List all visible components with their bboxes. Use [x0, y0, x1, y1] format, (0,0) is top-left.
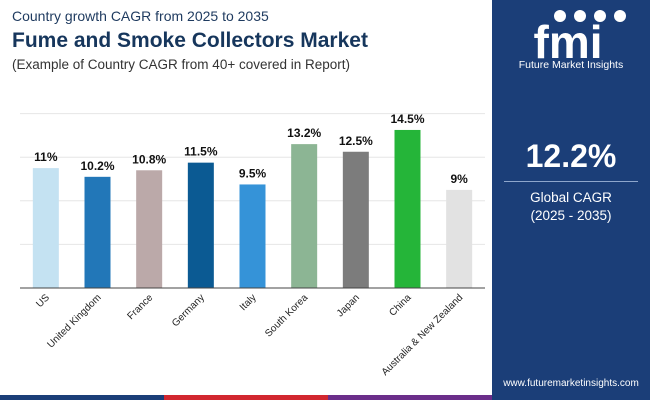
data-label: 12.5% — [339, 134, 373, 148]
fmi-logo: fmi — [534, 10, 626, 62]
bar-france — [136, 170, 163, 288]
logo-dot-icon — [594, 10, 606, 22]
bottom-bar-segment — [328, 395, 492, 400]
global-cagr-value: 12.2% — [525, 138, 617, 174]
data-label: 13.2% — [287, 126, 321, 140]
bar-us — [32, 168, 59, 288]
bar-united-kingdom — [84, 176, 111, 288]
logo-dot-icon — [574, 10, 586, 22]
x-tick-label: United Kingdom — [46, 292, 104, 350]
chart-note: (Example of Country CAGR from 40+ covere… — [12, 57, 351, 72]
bar-germany — [187, 162, 214, 288]
chart-subtitle: Country growth CAGR from 2025 to 2035 — [12, 8, 269, 24]
x-tick-label: China — [387, 292, 414, 319]
x-tick-label: South Korea — [263, 292, 310, 339]
brand-name: Future Market Insights — [518, 59, 624, 71]
global-cagr-label: Global CAGR — [530, 190, 612, 205]
bar-australia-new-zealand — [446, 189, 473, 288]
bottom-color-bar — [0, 395, 492, 400]
bar-italy — [239, 184, 266, 288]
bottom-bar-segment — [0, 395, 164, 400]
bar-south-korea — [291, 144, 318, 288]
data-label: 9.5% — [239, 166, 267, 180]
x-tick-label: France — [126, 292, 156, 322]
chart-title: Fume and Smoke Collectors Market — [12, 29, 368, 52]
x-tick-label: Germany — [170, 292, 207, 329]
bar-china — [394, 129, 421, 288]
bar-japan — [342, 151, 369, 288]
data-label: 11% — [34, 150, 58, 164]
data-label: 11.5% — [184, 145, 218, 159]
data-label: 10.8% — [132, 152, 166, 166]
x-tick-label: Italy — [238, 292, 259, 313]
data-label: 10.2% — [80, 159, 114, 173]
logo-text: fmi — [534, 16, 603, 62]
cagr-period: (2025 - 2035) — [530, 208, 612, 223]
bottom-bar-segment — [164, 395, 328, 400]
cagr-divider — [504, 181, 638, 182]
bar-chart: 11% US 10.2% United Kingdom 10.8% France 11.5%… — [20, 112, 485, 378]
website-link[interactable]: www.futuremarketinsights.com — [503, 378, 639, 389]
x-tick-label: US — [34, 292, 52, 310]
data-label: 14.5% — [390, 112, 424, 126]
x-tick-label: Japan — [335, 292, 362, 319]
logo-dot-icon — [614, 10, 626, 22]
side-panel: fmi Future Market Insights 12.2% Global … — [492, 0, 650, 400]
chart-area: 11% US 10.2% United Kingdom 10.8% France 11.5%… — [0, 100, 492, 400]
chart-header: Country growth CAGR from 2025 to 2035 Fu… — [12, 6, 492, 74]
data-label: 9% — [450, 172, 468, 186]
logo-dot-icon — [554, 10, 566, 22]
